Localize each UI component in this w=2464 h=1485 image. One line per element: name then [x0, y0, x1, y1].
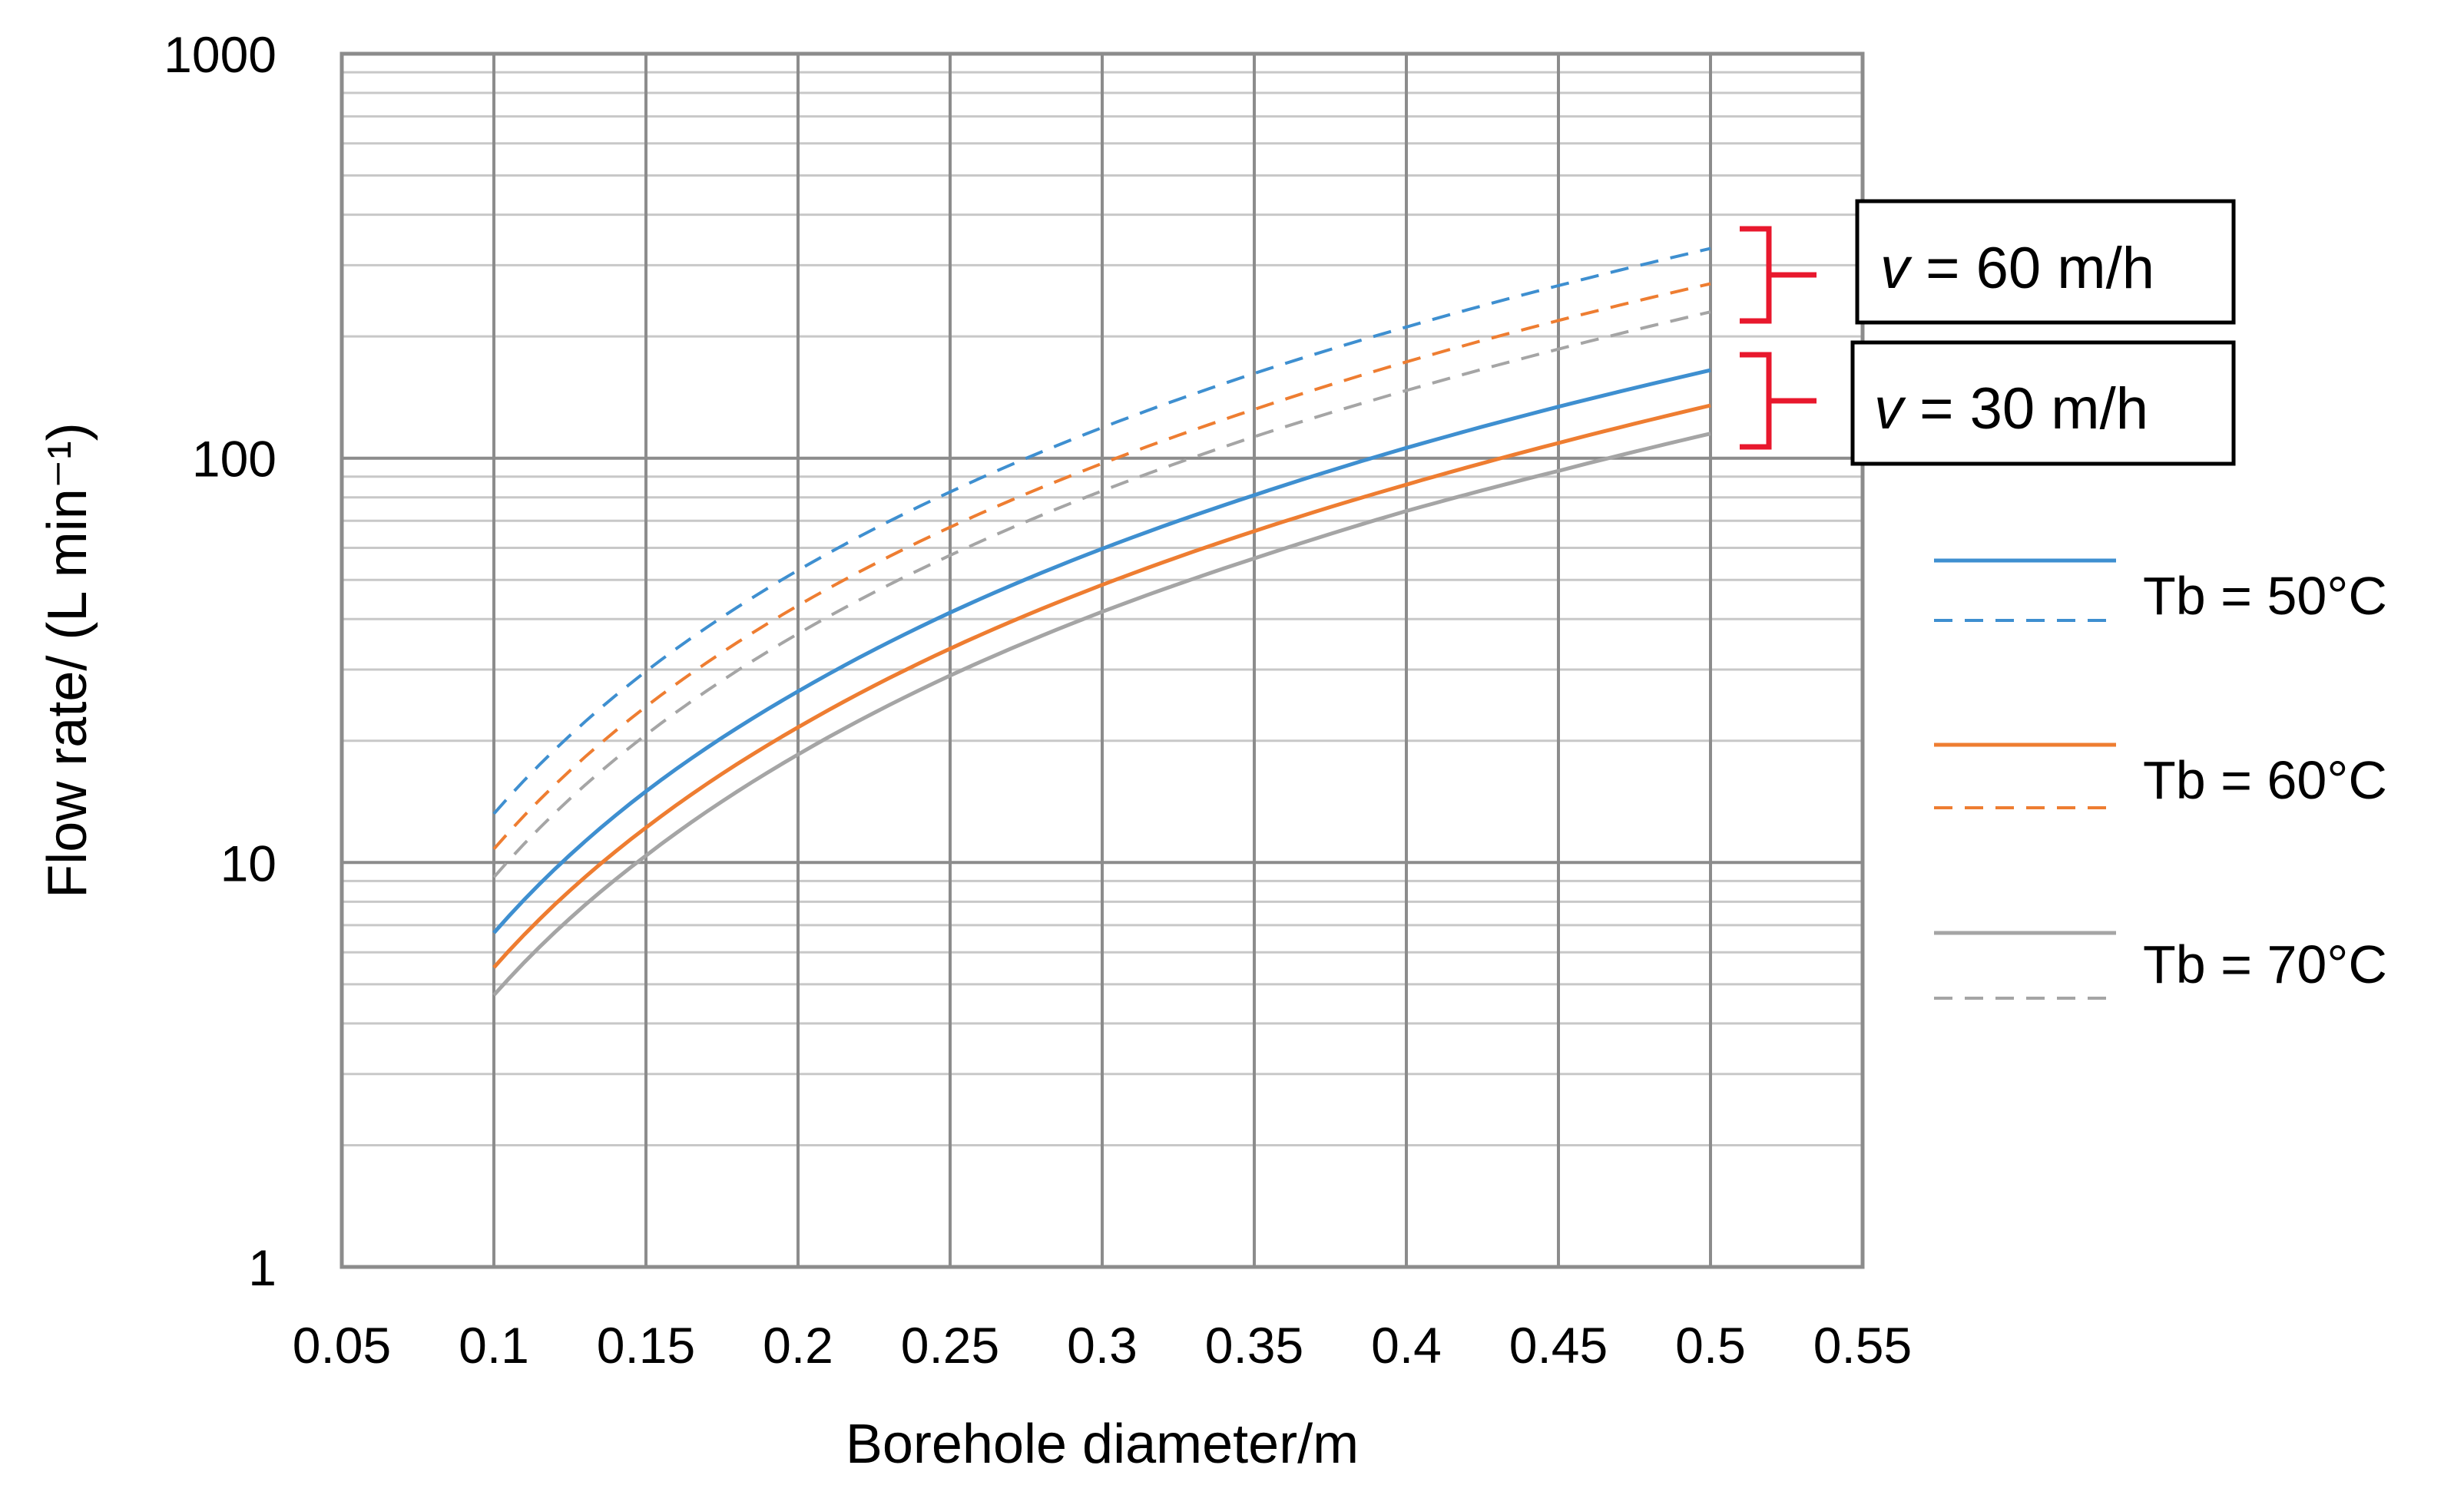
annotation-box-v30	[1850, 340, 2236, 466]
x-axis-title: Borehole diameter/m	[846, 1414, 1359, 1475]
x-tick-label: 0.2	[763, 1317, 833, 1374]
legend-label-70: Tb = 70°C	[2143, 934, 2387, 994]
annotation-v60-symbol: v	[1880, 236, 1913, 301]
annotation-v30-symbol: v	[1874, 376, 1906, 442]
x-tick-label: 0.45	[1509, 1317, 1608, 1374]
y-tick-label: 1000	[164, 26, 277, 83]
y-axis-title: Flow rate/ (L min⁻¹)	[37, 422, 98, 898]
annotation-v60: v = 60 m/h	[1740, 199, 2236, 325]
grid-major-lines	[340, 52, 1864, 1268]
annotation-v60-text: = 60 m/h	[1909, 236, 2154, 301]
annotation-box-v60	[1855, 199, 2236, 325]
x-tick-label: 0.4	[1371, 1317, 1442, 1374]
y-tick-label: 1	[248, 1239, 277, 1296]
plot-frame	[339, 51, 1865, 1269]
legend: Tb = 50°C Tb = 60°C Tb = 70°C	[1934, 558, 2387, 1000]
series-line-v30-60	[492, 403, 1711, 969]
x-tick-label: 0.25	[901, 1317, 999, 1374]
x-tick-label: 0.15	[597, 1317, 695, 1374]
x-tick-label: 0.55	[1813, 1317, 1912, 1374]
x-tick-labels: 0.05 0.1 0.15 0.2 0.25 0.3 0.35 0.4 0.45 0.5 0.55	[293, 1317, 1912, 1374]
series-line-v30-50	[492, 368, 1711, 934]
bracket-v60	[1740, 226, 1817, 324]
series-line-v60-70	[492, 310, 1711, 878]
svg-text:v = 30 m/h: v = 30 m/h	[1874, 376, 2148, 442]
series-line-v60-60	[492, 282, 1711, 851]
x-tick-label: 0.05	[293, 1317, 391, 1374]
y-tick-label: 100	[192, 431, 277, 488]
y-tick-labels: 1 10 100 1000	[164, 26, 277, 1296]
series-layer	[492, 246, 1711, 997]
y-tick-label: 10	[220, 835, 277, 891]
x-tick-label: 0.1	[459, 1317, 529, 1374]
legend-label-60: Tb = 60°C	[2143, 750, 2387, 810]
x-tick-label: 0.5	[1675, 1317, 1746, 1374]
svg-text:v = 60 m/h: v = 60 m/h	[1880, 236, 2154, 301]
x-tick-label: 0.3	[1067, 1317, 1138, 1374]
x-tick-label: 0.35	[1205, 1317, 1303, 1374]
bracket-v30	[1740, 352, 1817, 450]
annotation-v30: v = 30 m/h	[1740, 340, 2236, 466]
annotation-v30-text: = 30 m/h	[1903, 376, 2148, 442]
series-line-v60-50	[492, 246, 1711, 815]
legend-label-50: Tb = 50°C	[2143, 566, 2387, 626]
series-line-v30-70	[492, 432, 1711, 997]
